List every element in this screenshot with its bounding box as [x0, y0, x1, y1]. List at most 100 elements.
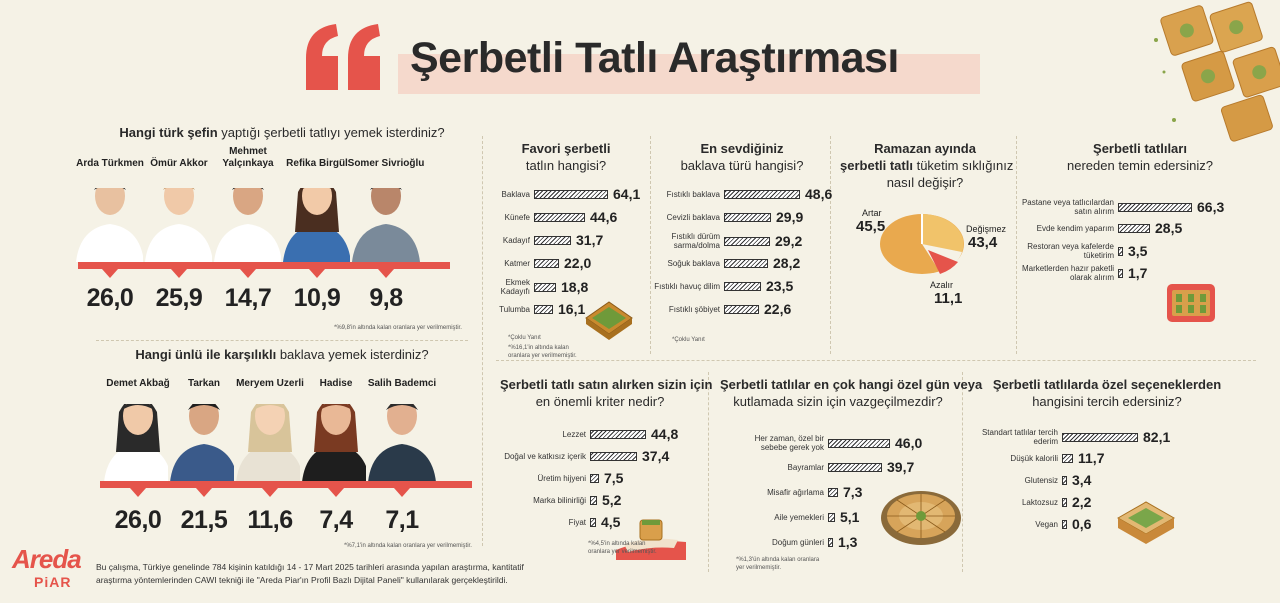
bar-value: 48,6 [805, 186, 833, 202]
bar [724, 212, 771, 222]
chef-avatar [74, 188, 146, 262]
quote-mark-icon [306, 24, 380, 90]
bar-label: Pastane veya tatlıcılardan satın alırım [1021, 198, 1114, 216]
pointer-triangle [171, 269, 187, 278]
secenek-question: Şerbetli tatlılarda özel seçeneklerden ha… [992, 377, 1222, 409]
bar-label: Bayramlar [787, 462, 824, 472]
bar-value: 28,5 [1155, 220, 1183, 236]
bar-value: 39,7 [887, 459, 915, 475]
bar-value: 1,7 [1128, 265, 1148, 281]
bar-label: Katmer [504, 258, 530, 268]
celeb-value: 7,4 [319, 506, 353, 534]
pointer-triangle [102, 269, 118, 278]
bar [534, 258, 559, 268]
bar-label: Her zaman, özel bir sebebe gerek yok [754, 434, 824, 452]
bar-row: Pastane veya tatlıcılardan satın alırım 6… [1020, 198, 1224, 216]
bar [724, 189, 800, 199]
bar [828, 487, 838, 497]
bar-value: 1,3 [838, 534, 858, 550]
bar-value: 66,3 [1197, 199, 1225, 215]
favori-note1: *Çoklu Yanıt [508, 335, 541, 341]
chef-value: 25,9 [155, 284, 203, 312]
bar-row: Restoran veya kafelerde tüketirim 3,5 [1020, 242, 1147, 260]
bar-row: Her zaman, özel bir sebebe gerek yok 46,0 [732, 434, 923, 452]
ozelgun-question: Şerbetli tatlılar en çok hangi özel gün … [720, 377, 983, 409]
pointer-triangle [394, 488, 410, 497]
bar [828, 512, 835, 522]
bar [724, 236, 770, 246]
bar-value: 7,3 [843, 484, 863, 500]
bar-value: 37,4 [642, 448, 670, 464]
celeb-name: Demet Akbağ [106, 378, 170, 389]
celeb-value: 21,5 [180, 506, 228, 534]
kriter-note: *%4,5'in altında kalan oranlara yer veri… [588, 541, 657, 555]
bar-label: Baklava [501, 189, 530, 199]
bar-label: Doğal ve katkısız içerik [504, 451, 586, 461]
celeb-name: Tarkan [187, 378, 221, 389]
divider [96, 340, 468, 341]
dessert-box-image [1167, 284, 1215, 322]
bar [1062, 475, 1067, 485]
bar-row: Künefe 44,6 [484, 209, 618, 225]
celeb-red-bar [100, 481, 472, 488]
degismez-label: Değişmez [966, 224, 1007, 234]
bar-row: Katmer 22,0 [484, 255, 591, 271]
celeb-name: Meryem Uzerli [236, 378, 304, 389]
bar-label: Evde kendim yaparım [1036, 223, 1114, 233]
bar-row: Tulumba 16,1 [484, 301, 585, 317]
bar-row: Lezzet 44,8 [496, 426, 678, 442]
bar-label: Cevizli baklava [666, 212, 720, 222]
bar-value: 5,2 [602, 492, 622, 508]
celeb-avatar [168, 404, 240, 482]
bar-label: Düşük kalorili [1010, 453, 1058, 463]
ozelgun-note: *%1,3'ün altında kalan oranlara yer veri… [736, 557, 820, 571]
baklava-note: *Çoklu Yanıt [672, 337, 705, 343]
bar-row: Fıstıklı şöbiyet 22,6 [650, 301, 791, 317]
bar-label: Glutensiz [1024, 475, 1058, 485]
bar-value: 2,2 [1072, 494, 1092, 510]
bar-value: 44,8 [651, 426, 679, 442]
bar-row: Doğum günleri 1,3 [732, 534, 858, 550]
bar-value: 7,5 [604, 470, 624, 486]
divider [830, 136, 831, 354]
chef-name: Mehmet Yalçınkaya [222, 146, 274, 169]
bar-row: Marketlerden hazır paketli olarak alırım… [1020, 264, 1148, 282]
bar-label: Kadayıf [502, 235, 530, 245]
celeb-avatar [102, 404, 174, 482]
bar-label: Laktozsuz [1021, 497, 1058, 507]
bar-row: Cevizli baklava 29,9 [650, 209, 804, 225]
celeb-value: 11,6 [247, 506, 293, 534]
bar-label: Doğum günleri [771, 537, 824, 547]
bar-value: 29,9 [776, 209, 804, 225]
bar-row: Evde kendim yaparım 28,5 [1020, 220, 1183, 236]
chef-avatar [281, 188, 353, 262]
bar-row: Doğal ve katkısız içerik 37,4 [496, 448, 669, 464]
bar [534, 189, 608, 199]
bar-label: Künefe [504, 212, 530, 222]
bar-row: Bayramlar 39,7 [732, 459, 915, 475]
bar-value: 28,2 [773, 255, 801, 271]
bar-value: 18,8 [561, 279, 589, 295]
bar-row: Kadayıf 31,7 [484, 232, 603, 248]
bar-label: Fıstıklı dürüm sarma/dolma [671, 232, 720, 250]
chef-value: 26,0 [86, 284, 134, 312]
bar-label: Soğuk baklava [667, 258, 720, 268]
baklava-question: En sevdiğiniz baklava türü hangisi? [680, 141, 804, 173]
pointer-triangle [240, 269, 256, 278]
bar-value: 0,6 [1072, 516, 1092, 532]
chef-avatar [350, 188, 422, 262]
bar [828, 462, 882, 472]
bar-label: Fıstıklı baklava [666, 189, 720, 199]
pointer-triangle [328, 488, 344, 497]
page-title: Şerbetli Tatlı Araştırması [410, 34, 899, 82]
temin-question: Şerbetli tatlıları nereden temin edersini… [1067, 141, 1213, 173]
divider [1016, 136, 1017, 354]
baklava-slice-image [1116, 501, 1176, 544]
methodology-text: Bu çalışma, Türkiye genelinde 784 kişini… [96, 562, 524, 585]
celeb-name: Hadise [319, 378, 353, 389]
bar [1062, 432, 1138, 442]
azalir-label: Azalır [930, 280, 954, 290]
bar-label: Standart tatlılar tercih ederim [981, 428, 1058, 446]
title-highlight [398, 54, 980, 94]
bar [534, 235, 571, 245]
